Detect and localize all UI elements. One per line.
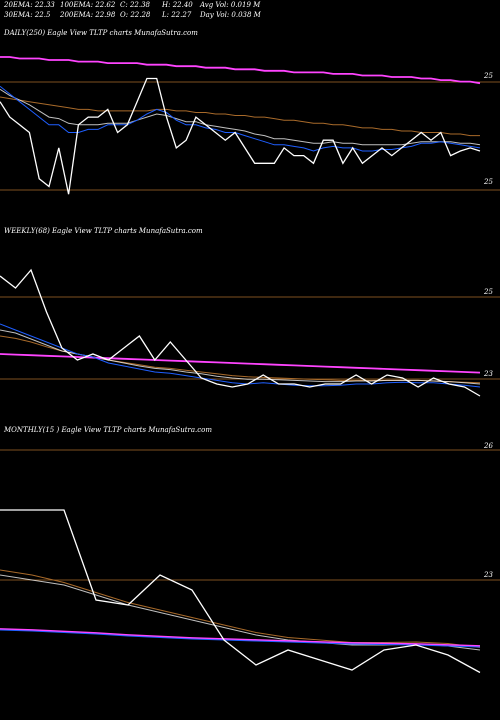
daily-tick-bottom: 25	[484, 178, 493, 186]
weekly-ema20-line	[0, 323, 481, 388]
daily-panel	[0, 56, 500, 195]
day-vol-readout: Day Vol: 0.038 M	[200, 11, 261, 19]
daily-tick-top: 25	[484, 72, 493, 80]
daily-ema30-line	[0, 88, 481, 146]
weekly-ema200-line	[0, 353, 481, 374]
close-readout: C: 22.38	[120, 1, 150, 9]
ema30-readout: 30EMA: 22.5	[4, 11, 51, 19]
monthly-panel-title: MONTHLY(15 ) Eagle View TLTP charts Muna…	[4, 426, 213, 434]
daily-ema100-line	[0, 96, 480, 137]
daily-panel-title: DAILY(250) Eagle View TLTP charts Munafa…	[4, 29, 198, 37]
ema100-readout: 100EMA: 22.62	[60, 1, 116, 9]
monthly-tick-bottom: 23	[484, 571, 493, 579]
high-readout: H: 22.40	[162, 1, 193, 9]
weekly-panel	[0, 268, 500, 397]
monthly-ema200-line	[0, 628, 481, 647]
monthly-tick-top: 26	[484, 442, 493, 450]
weekly-price-line	[0, 268, 481, 397]
daily-ema20-line	[0, 85, 481, 152]
monthly-ema20-line	[0, 629, 481, 648]
monthly-ema100-line	[0, 569, 481, 648]
weekly-ema100-line	[0, 335, 481, 384]
monthly-price-line	[0, 509, 481, 674]
low-readout: L: 22.27	[162, 11, 192, 19]
weekly-tick-top: 25	[484, 288, 493, 296]
avg-vol-readout: Avg Vol: 0.019 M	[200, 1, 261, 9]
daily-ema200-line	[0, 56, 481, 85]
daily-price-line	[0, 77, 481, 195]
monthly-panel	[0, 449, 500, 674]
ema200-readout: 200EMA: 22.98	[60, 11, 116, 19]
weekly-tick-bottom: 23	[484, 370, 493, 378]
weekly-panel-title: WEEKLY(68) Eagle View TLTP charts Munafa…	[4, 227, 203, 235]
ema20-readout: 20EMA: 22.33	[4, 1, 55, 9]
open-readout: O: 22.28	[120, 11, 151, 19]
